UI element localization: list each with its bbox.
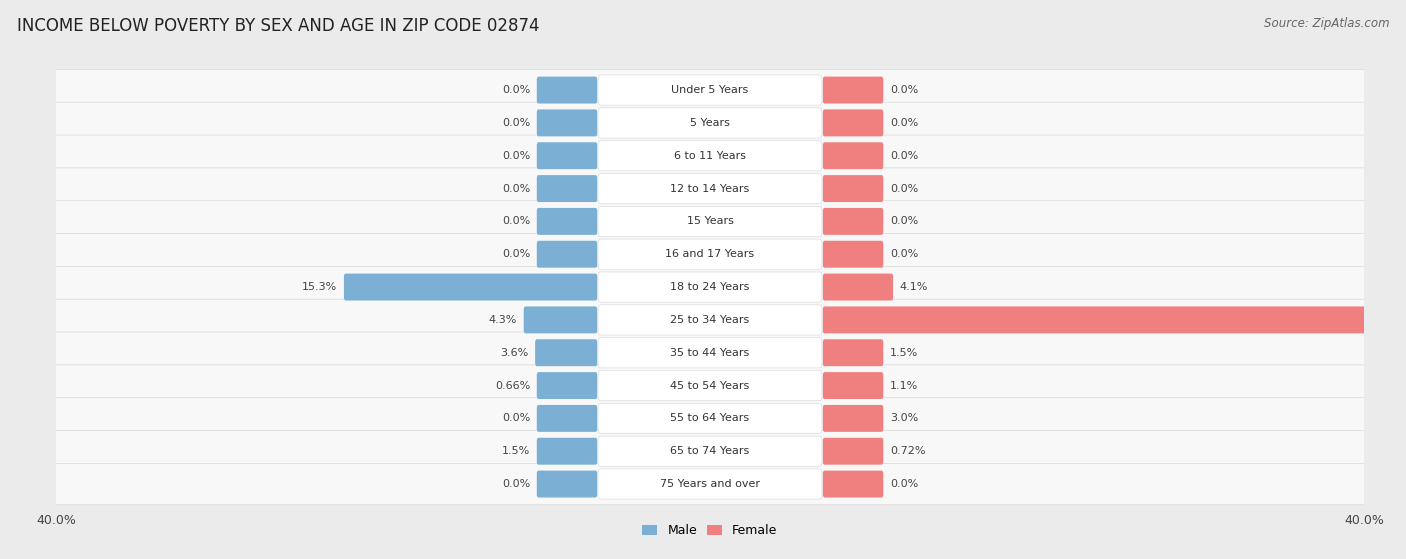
Text: 45 to 54 Years: 45 to 54 Years [671,381,749,391]
FancyBboxPatch shape [537,471,598,498]
FancyBboxPatch shape [523,306,598,333]
FancyBboxPatch shape [598,173,823,203]
Text: 1.1%: 1.1% [890,381,918,391]
Text: 12 to 14 Years: 12 to 14 Years [671,183,749,193]
FancyBboxPatch shape [537,77,598,103]
FancyBboxPatch shape [53,69,1367,111]
Text: 1.5%: 1.5% [890,348,918,358]
Text: 25 to 34 Years: 25 to 34 Years [671,315,749,325]
FancyBboxPatch shape [53,168,1367,209]
FancyBboxPatch shape [53,397,1367,439]
Text: INCOME BELOW POVERTY BY SEX AND AGE IN ZIP CODE 02874: INCOME BELOW POVERTY BY SEX AND AGE IN Z… [17,17,540,35]
FancyBboxPatch shape [53,463,1367,505]
FancyBboxPatch shape [598,108,823,138]
Text: 0.66%: 0.66% [495,381,530,391]
Text: 0.0%: 0.0% [890,216,918,226]
FancyBboxPatch shape [598,141,823,171]
FancyBboxPatch shape [598,206,823,236]
FancyBboxPatch shape [823,110,883,136]
Text: 3.0%: 3.0% [890,414,918,423]
FancyBboxPatch shape [598,403,823,433]
Text: 0.0%: 0.0% [502,183,530,193]
Text: 0.0%: 0.0% [890,118,918,128]
FancyBboxPatch shape [823,208,883,235]
FancyBboxPatch shape [823,241,883,268]
Text: 65 to 74 Years: 65 to 74 Years [671,446,749,456]
FancyBboxPatch shape [537,372,598,399]
Text: 4.1%: 4.1% [900,282,928,292]
FancyBboxPatch shape [53,332,1367,373]
FancyBboxPatch shape [823,77,883,103]
FancyBboxPatch shape [53,234,1367,275]
FancyBboxPatch shape [53,267,1367,308]
FancyBboxPatch shape [53,201,1367,242]
Text: 15.3%: 15.3% [302,282,337,292]
FancyBboxPatch shape [53,102,1367,144]
Text: 3.6%: 3.6% [501,348,529,358]
Text: 15 Years: 15 Years [686,216,734,226]
Text: 0.0%: 0.0% [502,216,530,226]
Text: 18 to 24 Years: 18 to 24 Years [671,282,749,292]
FancyBboxPatch shape [537,175,598,202]
FancyBboxPatch shape [598,371,823,401]
FancyBboxPatch shape [823,438,883,465]
FancyBboxPatch shape [344,273,598,301]
FancyBboxPatch shape [823,471,883,498]
FancyBboxPatch shape [53,365,1367,406]
FancyBboxPatch shape [823,372,883,399]
FancyBboxPatch shape [53,430,1367,472]
Text: 0.0%: 0.0% [890,249,918,259]
FancyBboxPatch shape [537,143,598,169]
Text: 0.0%: 0.0% [890,479,918,489]
Text: 5 Years: 5 Years [690,118,730,128]
Text: 35 to 44 Years: 35 to 44 Years [671,348,749,358]
Text: 4.3%: 4.3% [489,315,517,325]
FancyBboxPatch shape [537,405,598,432]
Text: 0.0%: 0.0% [502,249,530,259]
FancyBboxPatch shape [598,239,823,269]
FancyBboxPatch shape [823,273,893,301]
FancyBboxPatch shape [598,272,823,302]
Text: 6 to 11 Years: 6 to 11 Years [673,151,747,161]
FancyBboxPatch shape [823,306,1406,333]
FancyBboxPatch shape [536,339,598,366]
FancyBboxPatch shape [598,75,823,105]
FancyBboxPatch shape [53,135,1367,177]
Text: 55 to 64 Years: 55 to 64 Years [671,414,749,423]
Text: 0.0%: 0.0% [502,414,530,423]
FancyBboxPatch shape [823,143,883,169]
FancyBboxPatch shape [537,110,598,136]
FancyBboxPatch shape [537,208,598,235]
Text: 16 and 17 Years: 16 and 17 Years [665,249,755,259]
Text: 0.0%: 0.0% [502,118,530,128]
FancyBboxPatch shape [537,438,598,465]
FancyBboxPatch shape [823,339,883,366]
Text: Source: ZipAtlas.com: Source: ZipAtlas.com [1264,17,1389,30]
Text: 0.72%: 0.72% [890,446,925,456]
Text: Under 5 Years: Under 5 Years [672,85,748,95]
Text: 0.0%: 0.0% [890,183,918,193]
FancyBboxPatch shape [598,469,823,499]
FancyBboxPatch shape [823,405,883,432]
Text: 0.0%: 0.0% [890,151,918,161]
FancyBboxPatch shape [598,436,823,466]
Text: 0.0%: 0.0% [502,85,530,95]
Text: 75 Years and over: 75 Years and over [659,479,761,489]
FancyBboxPatch shape [598,305,823,335]
FancyBboxPatch shape [53,299,1367,340]
Legend: Male, Female: Male, Female [637,519,783,542]
Text: 0.0%: 0.0% [502,151,530,161]
Text: 0.0%: 0.0% [502,479,530,489]
FancyBboxPatch shape [823,175,883,202]
FancyBboxPatch shape [537,241,598,268]
Text: 1.5%: 1.5% [502,446,530,456]
Text: 0.0%: 0.0% [890,85,918,95]
FancyBboxPatch shape [598,338,823,368]
